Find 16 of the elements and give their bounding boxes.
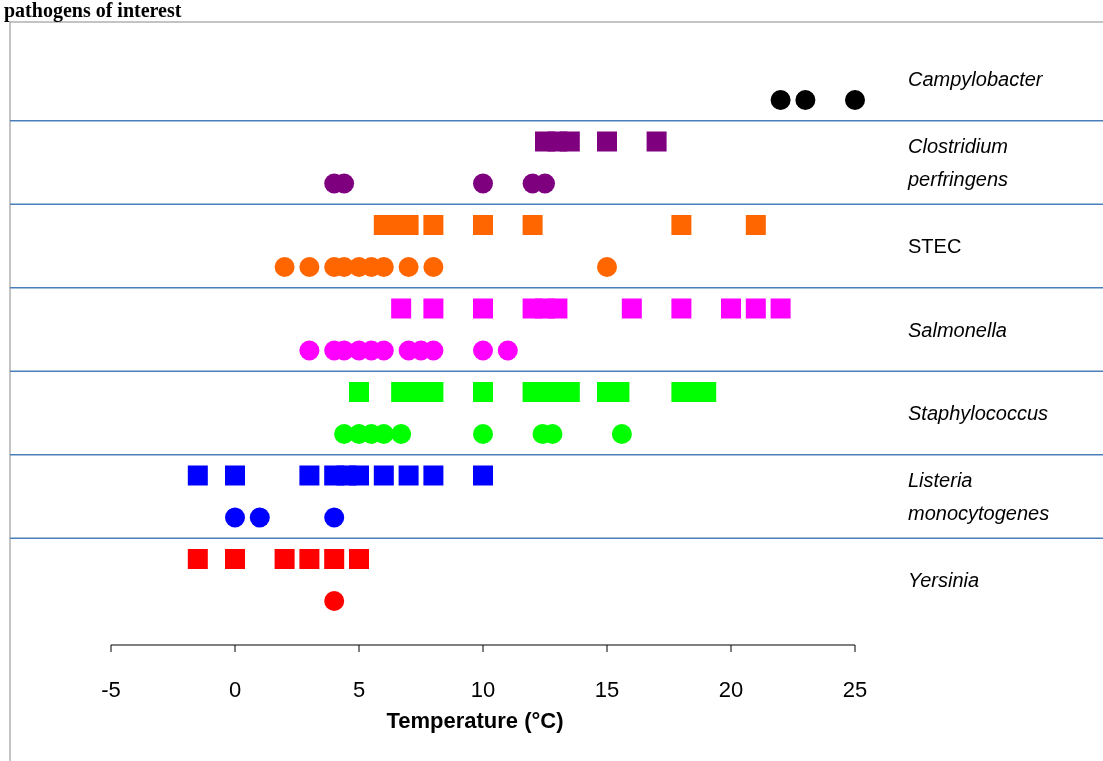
y-tick-label: Clostridium perfringens [907,135,1009,190]
y-tick-label: Campylobacter [908,68,1044,90]
y-tick-label: Salmonella [908,318,1007,341]
x-tick-label: 25 [842,677,868,702]
chart-title: pathogens of interest [4,0,182,22]
y-tick-label: Listeria monocytogenes [908,469,1050,524]
x-tick-label: 15 [594,677,620,702]
x-axis-title: Temperature (°C) [386,708,564,733]
x-tick-label: 5 [352,677,366,702]
x-tick-label: -5 [101,677,121,702]
y-tick-label: Staphylococcus [908,402,1049,424]
y-tick-label: STEC [908,235,962,257]
x-tick-label: 20 [718,677,744,702]
x-tick-label: 10 [470,677,496,702]
y-tick-label: Yersinia [908,569,980,591]
x-tick-label: 0 [228,677,242,702]
